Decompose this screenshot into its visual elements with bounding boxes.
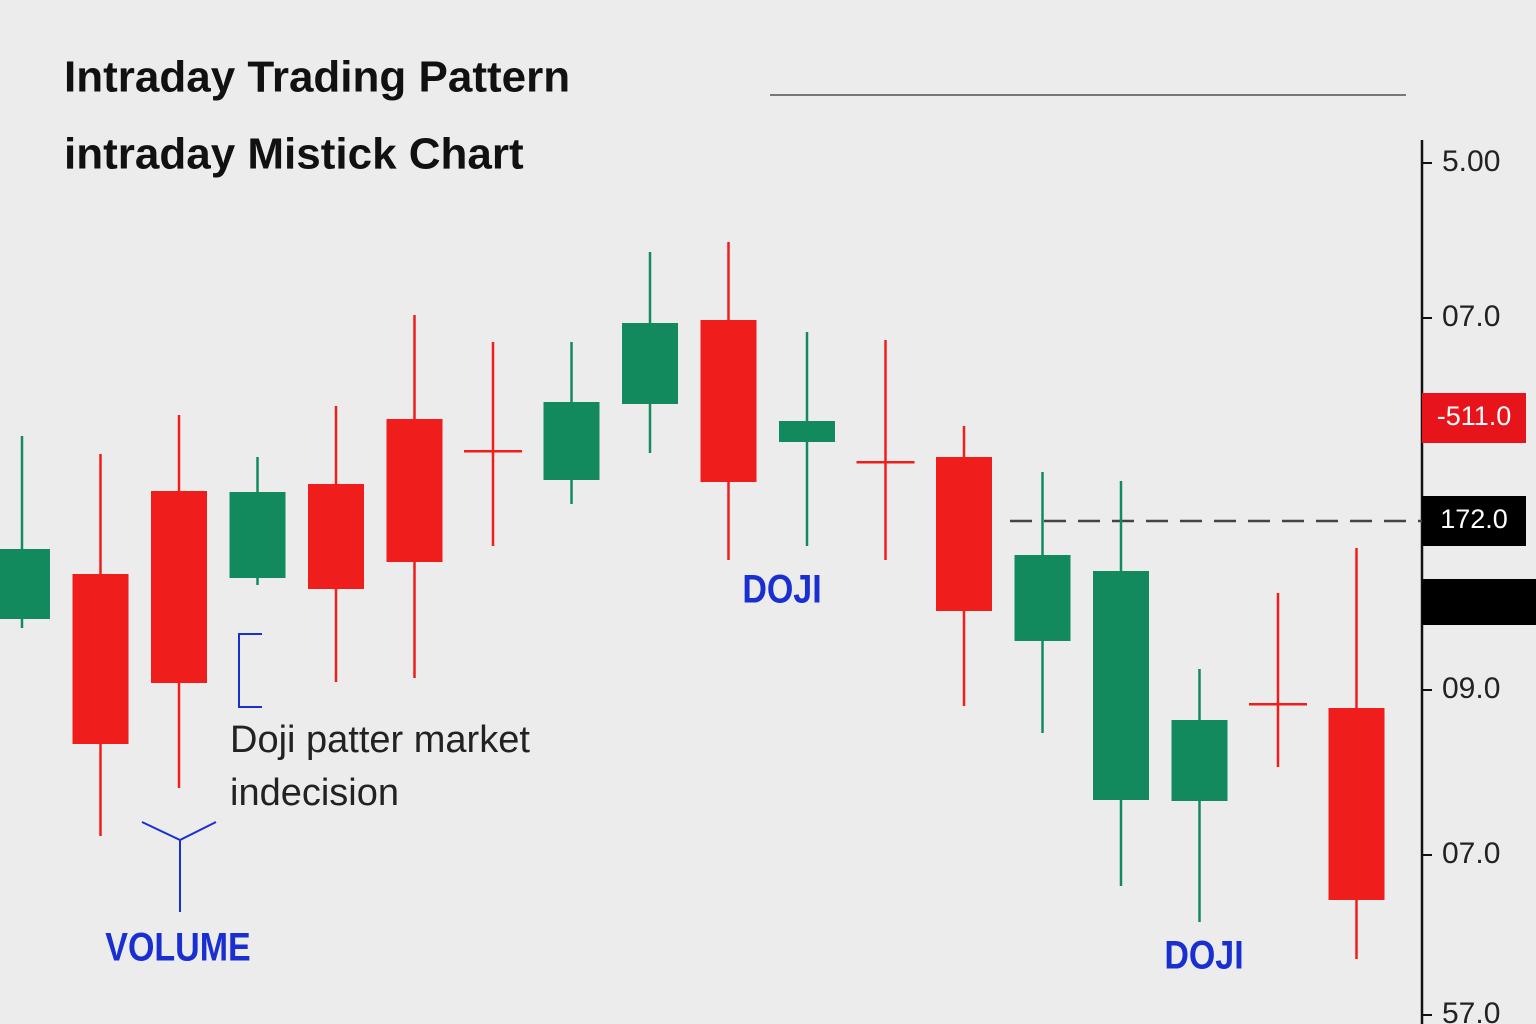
y-tick-label: 09.0 <box>1442 672 1500 705</box>
chart-title: Intraday Trading Pattern <box>64 53 570 102</box>
candle-body <box>464 450 522 453</box>
y-tick-label: 07.0 <box>1442 837 1500 870</box>
price-badge-label: -511.0 <box>1437 401 1512 431</box>
candle-body <box>308 484 364 589</box>
y-tick-label: 07.0 <box>1442 300 1500 333</box>
candle-body <box>151 491 207 683</box>
annotation: VOLUME <box>105 924 250 969</box>
annotation: Doji patter market <box>230 719 530 761</box>
candle-body <box>1014 555 1071 641</box>
annotation: DOJI <box>742 566 821 611</box>
candle-body <box>1328 708 1385 900</box>
y-tick-label: 5.00 <box>1442 145 1500 178</box>
candle-body <box>856 461 915 464</box>
price-badge <box>1422 393 1526 443</box>
y-tick-label: 57.0 <box>1442 997 1500 1024</box>
candle-body <box>779 421 835 442</box>
price-badge-label: 172.0 <box>1440 504 1508 534</box>
volume-pointer <box>141 821 217 912</box>
candle-body <box>72 574 129 744</box>
price-badge <box>1422 496 1526 546</box>
candle-body <box>936 457 992 611</box>
candle-body <box>229 492 286 578</box>
chart-subtitle: intraday Mistick Chart <box>64 130 524 179</box>
candle-body <box>1093 571 1149 800</box>
annotation: DOJI <box>1164 932 1243 977</box>
bracket <box>238 633 262 708</box>
candle-body <box>543 402 600 480</box>
candle-body <box>1171 720 1228 801</box>
candle-body <box>700 320 757 482</box>
candle-body <box>0 549 50 619</box>
annotation: indecision <box>230 772 399 814</box>
candle-body <box>622 323 678 404</box>
candle-body <box>386 419 443 562</box>
candle-body <box>1249 703 1307 706</box>
marker-box <box>1422 579 1536 625</box>
